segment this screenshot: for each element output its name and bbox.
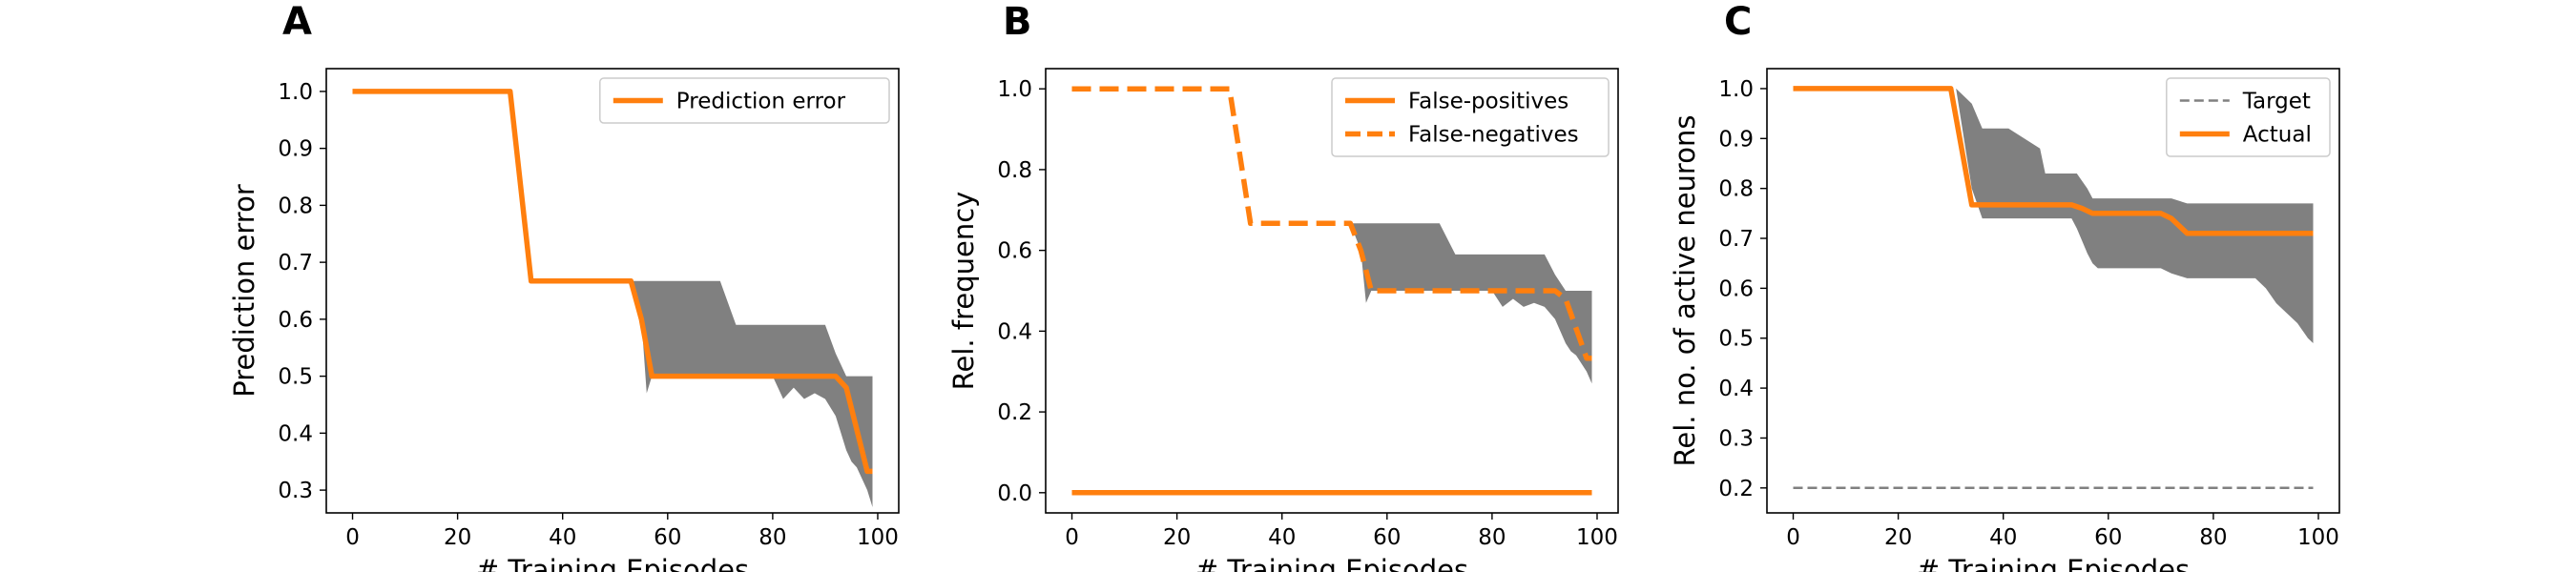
x-tick-label: 20: [1884, 525, 1912, 550]
legend: Prediction error: [599, 77, 890, 124]
panel-c: C 0 20 40 60 80 100 0.2 0.3 0.4 0.5 0.6 0.7 0.8 0.9 1.0…: [1669, 0, 2340, 572]
x-tick-label: 40: [1268, 525, 1296, 550]
y-tick-label: 0.3: [1718, 426, 1754, 451]
panel-a: A 0 20 40 60 80 100 0.3 0.4 0.5 0.6 0.7 0.8 0.9 1.0 # T…: [228, 0, 900, 572]
legend-label: Prediction error: [676, 90, 846, 114]
y-tick-label: 0.9: [1718, 127, 1754, 152]
y-tick-label: 0.8: [1718, 177, 1754, 202]
y-tick-label: 0.2: [997, 400, 1032, 425]
legend-label: Target: [2242, 90, 2311, 114]
x-tick-label: 0: [1065, 525, 1079, 550]
legend-label: False-positives: [1408, 90, 1568, 114]
y-tick-label: 0.8: [278, 194, 313, 218]
x-axis-label: # Training Episodes: [476, 554, 749, 572]
x-tick-label: 60: [654, 525, 681, 550]
y-tick-label: 0.3: [278, 479, 313, 503]
x-tick-label: 100: [2297, 525, 2339, 550]
legend: False-positives False-negatives: [1331, 77, 1610, 157]
legend-box: [2166, 77, 2331, 157]
y-tick-label: 1.0: [997, 77, 1032, 102]
x-tick-label: 60: [1373, 525, 1401, 550]
legend: Target Actual: [2166, 77, 2331, 157]
y-tick-label: 0.4: [278, 421, 313, 446]
x-tick-label: 80: [1478, 525, 1506, 550]
x-tick-label: 100: [857, 525, 899, 550]
axes-frame: [325, 68, 900, 514]
panel-letter: A: [282, 0, 312, 44]
y-tick-label: 0.7: [1718, 227, 1754, 252]
y-axis-label: Prediction error: [228, 184, 260, 398]
panel-b: B 0 20 40 60 80 100 0.0 0.2 0.4 0.6 0.8 1.0 # Trainin…: [947, 0, 1619, 572]
axes-frame: [1766, 68, 2340, 514]
x-tick-label: 80: [758, 525, 786, 550]
y-tick-label: 1.0: [278, 80, 313, 105]
x-tick-label: 0: [345, 525, 360, 550]
y-tick-label: 1.0: [1718, 77, 1754, 102]
x-axis-label: # Training Episodes: [1195, 554, 1468, 572]
legend-box: [599, 77, 890, 124]
y-tick-label: 0.5: [1718, 327, 1754, 352]
y-tick-label: 0.8: [997, 158, 1032, 183]
y-axis-label: Rel. frequency: [947, 192, 980, 391]
legend-label: Actual: [2243, 123, 2312, 148]
series-line: [1071, 86, 1592, 361]
x-tick-label: 0: [1786, 525, 1800, 550]
y-axis-label: Rel. no. of active neurons: [1669, 115, 1701, 467]
y-tick-label: 0.0: [997, 481, 1032, 506]
y-tick-label: 0.2: [1718, 477, 1754, 501]
x-tick-label: 20: [1163, 525, 1191, 550]
series-line: [1793, 86, 2314, 236]
panel-letter: C: [1724, 0, 1752, 44]
legend-label: False-negatives: [1408, 123, 1579, 148]
x-tick-label: 80: [2199, 525, 2227, 550]
variability-band: [631, 280, 873, 507]
x-tick-label: 60: [2094, 525, 2122, 550]
y-tick-label: 0.7: [278, 251, 313, 276]
series-line: [352, 89, 873, 475]
axes-frame: [1045, 68, 1619, 514]
y-tick-label: 0.6: [278, 308, 313, 333]
x-tick-label: 20: [444, 525, 471, 550]
y-tick-label: 0.6: [997, 239, 1032, 264]
x-tick-label: 40: [549, 525, 576, 550]
y-tick-label: 0.5: [278, 365, 313, 390]
panel-letter: B: [1003, 0, 1032, 44]
y-tick-label: 0.6: [1718, 276, 1754, 301]
y-tick-label: 0.9: [278, 137, 313, 162]
y-tick-label: 0.4: [997, 319, 1032, 344]
y-tick-label: 0.4: [1718, 377, 1754, 401]
x-axis-label: # Training Episodes: [1917, 554, 2190, 572]
variability-band: [1350, 223, 1592, 384]
x-tick-label: 40: [1989, 525, 2017, 550]
x-tick-label: 100: [1576, 525, 1618, 550]
legend-box: [1331, 77, 1610, 157]
